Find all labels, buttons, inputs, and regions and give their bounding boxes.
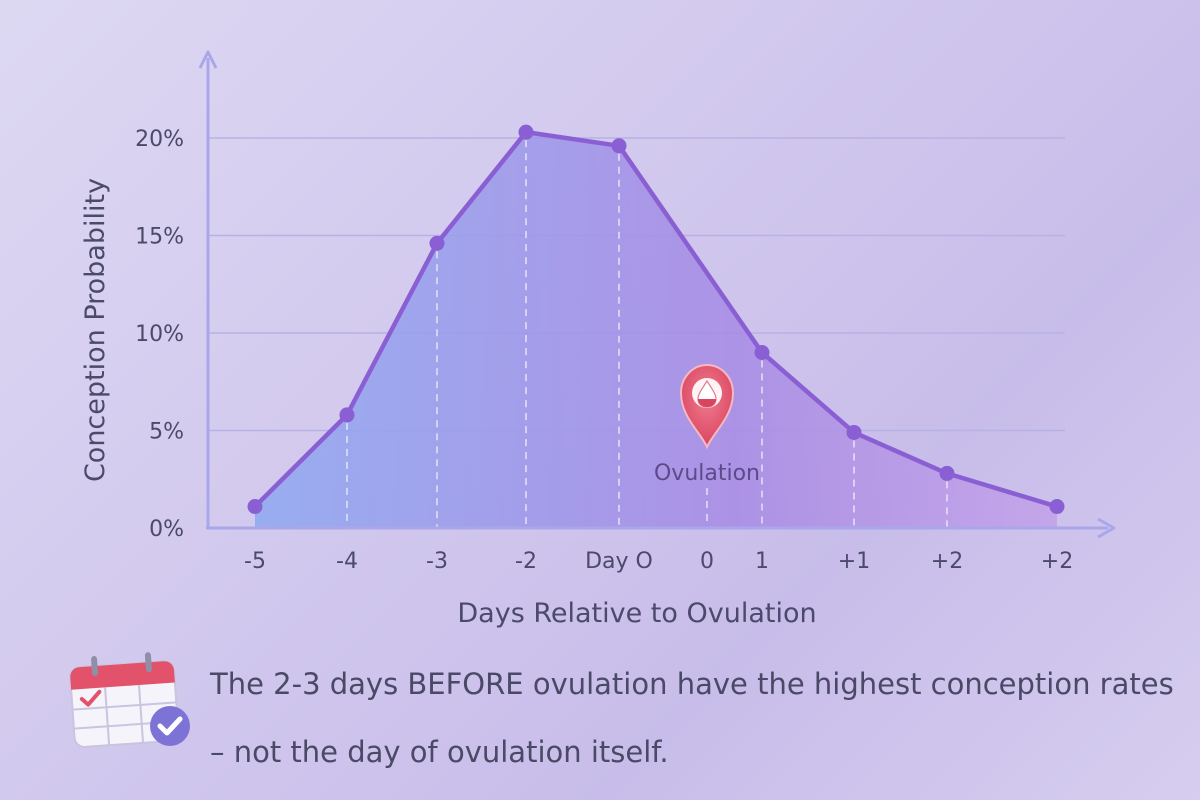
axes <box>198 50 1116 539</box>
takeaway-note: The 2-3 days BEFORE ovulation have the h… <box>210 667 1174 769</box>
x-tick-label: -3 <box>426 549 448 574</box>
data-point <box>939 465 955 481</box>
data-point <box>846 424 862 440</box>
y-tick-label: 15% <box>135 225 184 250</box>
x-tick-label: +1 <box>838 549 870 574</box>
area-shape <box>255 132 1057 528</box>
y-axis-title: Conception Probability <box>80 178 111 482</box>
x-axis-title: Days Relative to Ovulation <box>457 598 816 629</box>
x-axis-arrow-icon <box>1097 517 1116 539</box>
x-tick-label: Day O <box>585 549 653 574</box>
data-point <box>429 235 445 251</box>
x-tick-label: +2 <box>1041 549 1073 574</box>
x-tick-labels: -5 -4 -3 -2 Day O 0 1 +1 +2 +2 <box>244 549 1073 574</box>
data-point <box>339 407 355 423</box>
calendar-check-icon <box>69 652 190 748</box>
x-tick-label: -2 <box>515 549 537 574</box>
ovulation-drop-pin-icon <box>679 363 735 450</box>
x-tick-label: 0 <box>700 549 714 574</box>
data-point <box>518 124 534 140</box>
y-tick-labels: 0% 5% 10% 15% 20% <box>135 127 184 542</box>
data-points <box>247 124 1065 515</box>
data-point <box>247 499 263 515</box>
data-point <box>611 138 627 154</box>
x-tick-label: +2 <box>931 549 963 574</box>
y-tick-label: 10% <box>135 322 184 347</box>
conception-chart: 0% 5% 10% 15% 20% -5 -4 -3 -2 Day O 0 1 +1 +2 +2 Ovul… <box>80 50 1116 629</box>
data-point <box>754 345 770 360</box>
y-axis-arrow-icon <box>198 50 218 69</box>
data-point <box>1049 499 1065 515</box>
ovulation-annotation: Ovulation <box>654 363 760 486</box>
x-tick-label: 1 <box>755 549 769 574</box>
y-tick-label: 0% <box>149 517 184 542</box>
y-tick-label: 5% <box>149 420 184 445</box>
y-tick-label: 20% <box>135 127 184 152</box>
ovulation-label: Ovulation <box>654 461 760 486</box>
drop-lines <box>346 140 948 528</box>
area-fill <box>255 132 1057 528</box>
x-tick-label: -5 <box>244 549 266 574</box>
x-tick-label: -4 <box>336 549 358 574</box>
